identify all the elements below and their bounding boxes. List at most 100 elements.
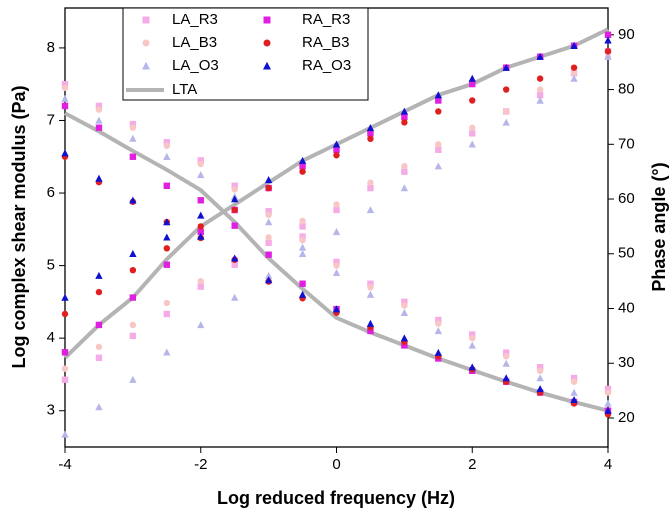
point: [163, 245, 171, 252]
y-tick-label: 3: [47, 402, 55, 419]
point: [604, 48, 612, 55]
point: [536, 385, 544, 393]
point: [434, 327, 442, 335]
y2-tick-label: 80: [618, 81, 635, 98]
point: [95, 343, 103, 351]
point: [604, 406, 612, 414]
point: [570, 69, 578, 77]
point: [129, 134, 137, 142]
point: [298, 243, 307, 251]
point: [61, 149, 69, 157]
point: [95, 321, 103, 329]
point: [231, 206, 238, 214]
point: [231, 293, 239, 301]
y-tick-label: 5: [47, 257, 55, 274]
point: [264, 271, 273, 279]
y-tick-label: 8: [47, 39, 55, 56]
point: [95, 354, 103, 361]
point: [95, 288, 103, 296]
point: [366, 124, 375, 132]
point: [469, 80, 476, 88]
point: [163, 348, 171, 356]
point: [95, 271, 103, 279]
point: [61, 84, 69, 92]
x-axis-label: Log reduced frequency (Hz): [217, 488, 455, 508]
point: [367, 135, 374, 143]
point: [163, 139, 171, 146]
point: [604, 52, 612, 60]
point: [536, 374, 544, 382]
point: [61, 376, 69, 383]
y2-axis-label: Phase angle (°): [649, 162, 669, 291]
point: [401, 342, 408, 349]
legend-swatch: [142, 39, 150, 47]
point: [536, 86, 544, 93]
legend-swatch: [263, 16, 271, 24]
point: [502, 353, 510, 360]
point: [265, 184, 272, 192]
point: [197, 228, 204, 236]
point: [163, 310, 171, 318]
point: [298, 249, 307, 257]
point: [570, 374, 578, 382]
point: [502, 108, 510, 115]
point: [299, 162, 306, 170]
point: [163, 233, 171, 241]
y2-tick-label: 60: [618, 190, 635, 207]
point: [400, 334, 409, 342]
legend-swatch: [263, 39, 271, 47]
point: [129, 124, 137, 131]
point: [299, 280, 306, 287]
point: [435, 320, 442, 327]
x-tick-label: 0: [332, 456, 340, 473]
y-axis-label: Log complex shear modulus (Pa): [9, 85, 29, 368]
point: [298, 290, 307, 298]
point: [469, 130, 476, 137]
point: [366, 290, 375, 298]
point: [536, 52, 544, 60]
point: [400, 184, 409, 192]
point: [95, 174, 103, 182]
point: [129, 332, 137, 340]
point: [299, 233, 306, 240]
point: [502, 374, 510, 382]
point: [434, 91, 442, 99]
point: [163, 152, 171, 160]
legend-swatch: [142, 16, 150, 24]
point: [468, 140, 476, 148]
point: [469, 97, 476, 104]
point: [333, 206, 340, 214]
point: [434, 162, 442, 170]
point: [570, 378, 578, 385]
point: [401, 302, 408, 309]
point: [468, 363, 476, 371]
y-tick-label: 4: [47, 329, 55, 346]
point: [435, 97, 442, 104]
point: [231, 261, 238, 268]
x-tick-label: -2: [194, 456, 207, 473]
point: [265, 211, 272, 219]
point: [265, 234, 272, 241]
legend-label: LA_B3: [172, 34, 217, 51]
legend-box: [122, 7, 369, 101]
point: [333, 262, 340, 269]
point: [197, 232, 205, 240]
point: [129, 266, 137, 274]
point: [332, 305, 341, 313]
point: [401, 168, 408, 175]
point: [61, 293, 69, 301]
point: [366, 206, 375, 214]
point: [265, 251, 272, 258]
point: [163, 218, 171, 226]
y2-tick-label: 40: [618, 299, 635, 316]
x-tick-label: -4: [58, 456, 71, 473]
point: [129, 321, 137, 329]
point: [367, 179, 374, 186]
point: [95, 102, 103, 110]
point: [299, 236, 306, 244]
trend-line: [64, 111, 609, 413]
y2-tick-label: 30: [618, 354, 635, 371]
point: [570, 74, 578, 82]
legend-label: LTA: [172, 81, 197, 98]
